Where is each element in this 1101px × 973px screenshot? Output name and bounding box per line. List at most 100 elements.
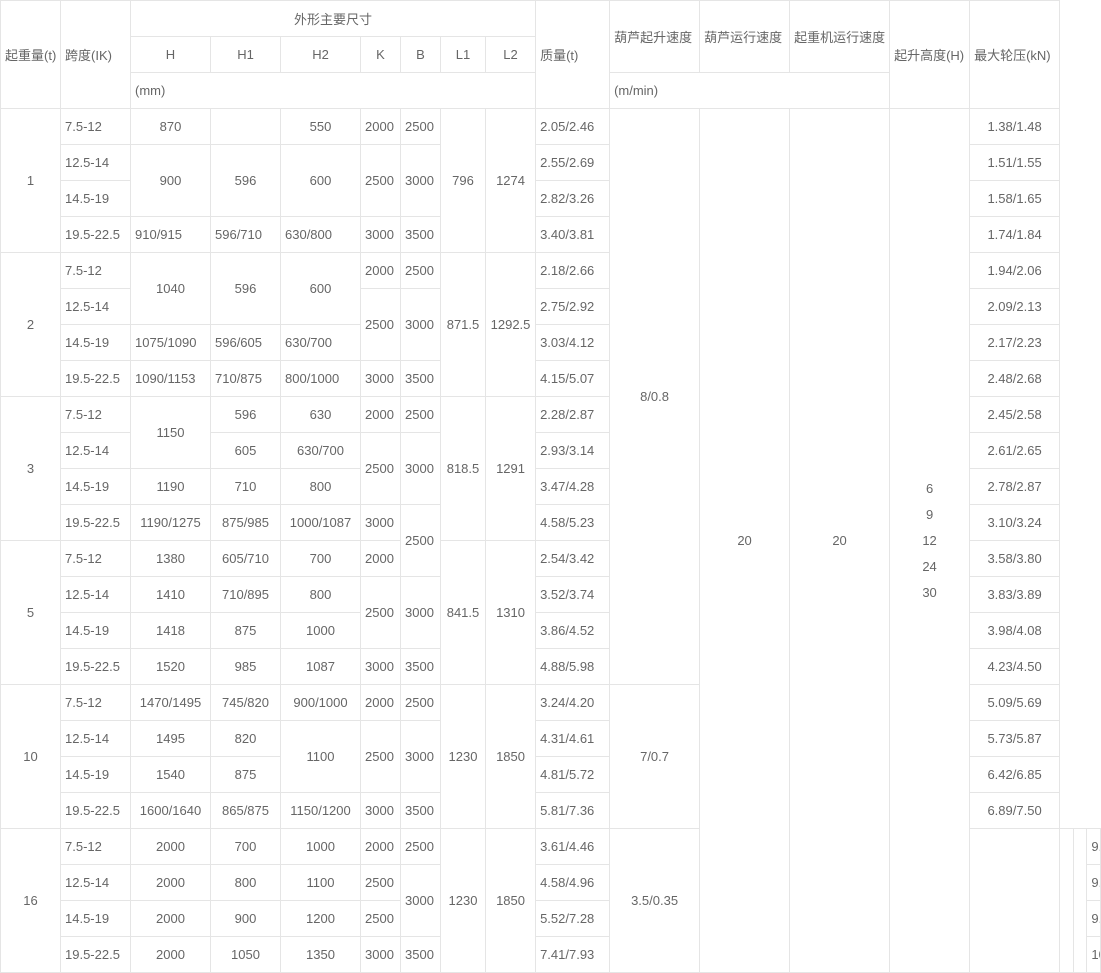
cell-K: 2500 — [361, 721, 401, 793]
cell-L1: 871.5 — [441, 253, 486, 397]
cell-cap: 2 — [1, 253, 61, 397]
cell-crane-speed: 20 — [790, 109, 890, 973]
cell-H: 1600/1640 — [131, 793, 211, 829]
th-dims: 外形主要尺寸 — [131, 1, 536, 37]
cell-H: 1150 — [131, 397, 211, 469]
crane-spec-table: 起重量(t) 跨度(IK) 外形主要尺寸 质量(t) 葫芦起升速度 葫芦运行速度… — [0, 0, 1101, 973]
cell-H2: 550 — [281, 109, 361, 145]
cell-K: 3000 — [361, 937, 401, 973]
cell-H: 2000 — [131, 829, 211, 865]
th-hoist-speed: 葫芦起升速度 — [610, 1, 700, 73]
cell-H2: 630/700 — [281, 325, 361, 361]
cell-mass: 2.75/2.92 — [536, 289, 610, 325]
cell-H2: 630 — [281, 397, 361, 433]
th-capacity: 起重量(t) — [1, 1, 61, 109]
cell-mass: 3.86/4.52 — [536, 613, 610, 649]
cell-H: 910/915 — [131, 217, 211, 253]
cell-H2: 1087 — [281, 649, 361, 685]
cell-H1: 596 — [211, 397, 281, 433]
cell-cap: 10 — [1, 685, 61, 829]
cell-hoist-speed: 3.5/0.35 — [610, 829, 700, 973]
cell-mass: 4.88/5.98 — [536, 649, 610, 685]
cell-B: 3500 — [401, 217, 441, 253]
cell-span: 12.5-14 — [61, 289, 131, 325]
cell-H: 1470/1495 — [131, 685, 211, 721]
th-crane-speed: 起重机运行速度 — [790, 1, 890, 73]
cell-H1: 700 — [211, 829, 281, 865]
cell-mass: 2.55/2.69 — [536, 145, 610, 181]
cell-span: 14.5-19 — [61, 181, 131, 217]
cell-cap: 16 — [1, 829, 61, 973]
cell-span: 12.5-14 — [61, 433, 131, 469]
cell-H1: 1050 — [211, 937, 281, 973]
cell-K: 3000 — [361, 217, 401, 253]
cell-wp: 2.61/2.65 — [970, 433, 1060, 469]
cell-wp: 2.78/2.87 — [970, 469, 1060, 505]
cell-trolley-speed: 20 — [700, 109, 790, 973]
cell-H2: 1000 — [281, 613, 361, 649]
cell-span: 7.5-12 — [61, 109, 131, 145]
cell-B: 3000 — [401, 721, 441, 793]
cell-lift-h: 69122430 — [890, 109, 970, 973]
cell-H: 1090/1153 — [131, 361, 211, 397]
cell-hoist-speed: 7/0.7 — [610, 685, 700, 829]
cell-K: 3000 — [361, 505, 401, 541]
cell-wp: 5.09/5.69 — [970, 685, 1060, 721]
cell-B: 3500 — [401, 793, 441, 829]
cell-H1: 710 — [211, 469, 281, 505]
cell-mass: 7.41/7.93 — [536, 937, 610, 973]
cell-hoist-speed: 8/0.8 — [610, 109, 700, 685]
cell-wp: 1.58/1.65 — [970, 181, 1060, 217]
cell-span: 14.5-19 — [61, 325, 131, 361]
cell-L2: 1291 — [486, 397, 536, 541]
cell-B: 2500 — [401, 109, 441, 145]
cell-B: 3500 — [401, 361, 441, 397]
cell-wp: 1.51/1.55 — [970, 145, 1060, 181]
cell-mass: 2.18/2.66 — [536, 253, 610, 289]
cell-H: 900 — [131, 145, 211, 217]
cell-span: 19.5-22.5 — [61, 505, 131, 541]
cell-wp: 6.42/6.85 — [970, 757, 1060, 793]
cell-B: 2500 — [401, 685, 441, 721]
cell-span: 12.5-14 — [61, 145, 131, 181]
th-wheel-p: 最大轮压(kN) — [970, 1, 1060, 109]
cell-H2: 900/1000 — [281, 685, 361, 721]
cell-mass: 3.61/4.46 — [536, 829, 610, 865]
cell-cap: 3 — [1, 397, 61, 541]
cell-H: 1520 — [131, 649, 211, 685]
cell-H2: 1100 — [281, 721, 361, 793]
cell-L1: 818.5 — [441, 397, 486, 541]
cell-wp: 2.17/2.23 — [970, 325, 1060, 361]
cell-span: 12.5-14 — [61, 721, 131, 757]
cell-H2: 630/800 — [281, 217, 361, 253]
cell-wp: 1.38/1.48 — [970, 109, 1060, 145]
table-row: 1 7.5-12 870 550 2000 2500 796 1274 2.05… — [1, 109, 1101, 145]
cell-span: 7.5-12 — [61, 685, 131, 721]
cell-K: 2500 — [361, 901, 401, 937]
cell-L1: 841.5 — [441, 541, 486, 685]
cell-span: 7.5-12 — [61, 541, 131, 577]
cell-L2: 1310 — [486, 541, 536, 685]
cell-H1: 820 — [211, 721, 281, 757]
cell-L2: 1292.5 — [486, 253, 536, 397]
cell-span: 19.5-22.5 — [61, 361, 131, 397]
th-H1: H1 — [211, 37, 281, 73]
cell-K: 2000 — [361, 109, 401, 145]
cell-wp: 2.09/2.13 — [970, 289, 1060, 325]
cell-mass: 5.81/7.36 — [536, 793, 610, 829]
cell-H: 1075/1090 — [131, 325, 211, 361]
cell-L1: 796 — [441, 109, 486, 253]
cell-H2: 1100 — [281, 865, 361, 901]
cell-K: 2500 — [361, 289, 401, 361]
cell-span: 12.5-14 — [61, 577, 131, 613]
cell-H2: 630/700 — [281, 433, 361, 469]
cell-H2: 800 — [281, 469, 361, 505]
cell-span: 14.5-19 — [61, 757, 131, 793]
cell-mass: 3.40/3.81 — [536, 217, 610, 253]
cell-L2: 1274 — [486, 109, 536, 253]
cell-H: 1495 — [131, 721, 211, 757]
cell-H: 1418 — [131, 613, 211, 649]
cell-H: 2000 — [131, 937, 211, 973]
cell-H1: 596 — [211, 145, 281, 217]
table-header: 起重量(t) 跨度(IK) 外形主要尺寸 质量(t) 葫芦起升速度 葫芦运行速度… — [1, 1, 1101, 109]
